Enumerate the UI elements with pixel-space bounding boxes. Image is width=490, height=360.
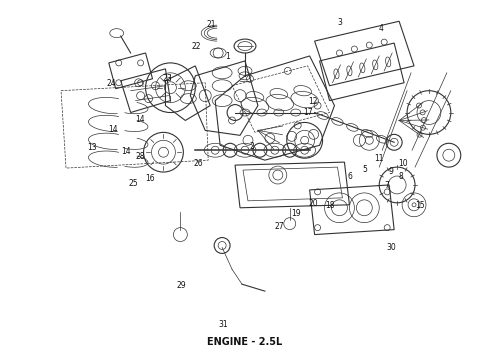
Text: 21: 21 <box>206 20 216 29</box>
Text: 12: 12 <box>309 97 318 106</box>
Text: 19: 19 <box>292 210 301 219</box>
Text: 14: 14 <box>121 147 130 156</box>
Text: 30: 30 <box>386 243 396 252</box>
Text: 28: 28 <box>136 152 145 161</box>
Text: 5: 5 <box>362 165 367 174</box>
Text: 20: 20 <box>308 199 318 208</box>
Text: 8: 8 <box>398 172 403 181</box>
Text: 17: 17 <box>303 108 313 117</box>
Text: 6: 6 <box>347 172 352 181</box>
Text: 25: 25 <box>128 179 138 188</box>
Text: 13: 13 <box>87 143 97 152</box>
Text: 14: 14 <box>109 126 118 135</box>
Text: 16: 16 <box>145 174 155 183</box>
Text: 26: 26 <box>194 159 203 168</box>
Text: 14: 14 <box>135 115 145 124</box>
Text: 2: 2 <box>250 141 255 150</box>
Text: 3: 3 <box>338 18 343 27</box>
Text: 29: 29 <box>177 281 187 290</box>
Text: 9: 9 <box>389 167 393 176</box>
Text: 31: 31 <box>218 320 228 329</box>
Text: 11: 11 <box>374 154 384 163</box>
Text: 24: 24 <box>106 79 116 88</box>
Text: 18: 18 <box>325 201 335 210</box>
Text: 15: 15 <box>416 201 425 210</box>
Text: ENGINE - 2.5L: ENGINE - 2.5L <box>207 337 283 347</box>
Text: 27: 27 <box>274 222 284 231</box>
Text: 1: 1 <box>225 52 230 61</box>
Text: 7: 7 <box>384 181 389 190</box>
Text: 23: 23 <box>162 74 172 83</box>
Text: 10: 10 <box>398 159 408 168</box>
Text: 4: 4 <box>379 24 384 33</box>
Text: 22: 22 <box>192 41 201 50</box>
